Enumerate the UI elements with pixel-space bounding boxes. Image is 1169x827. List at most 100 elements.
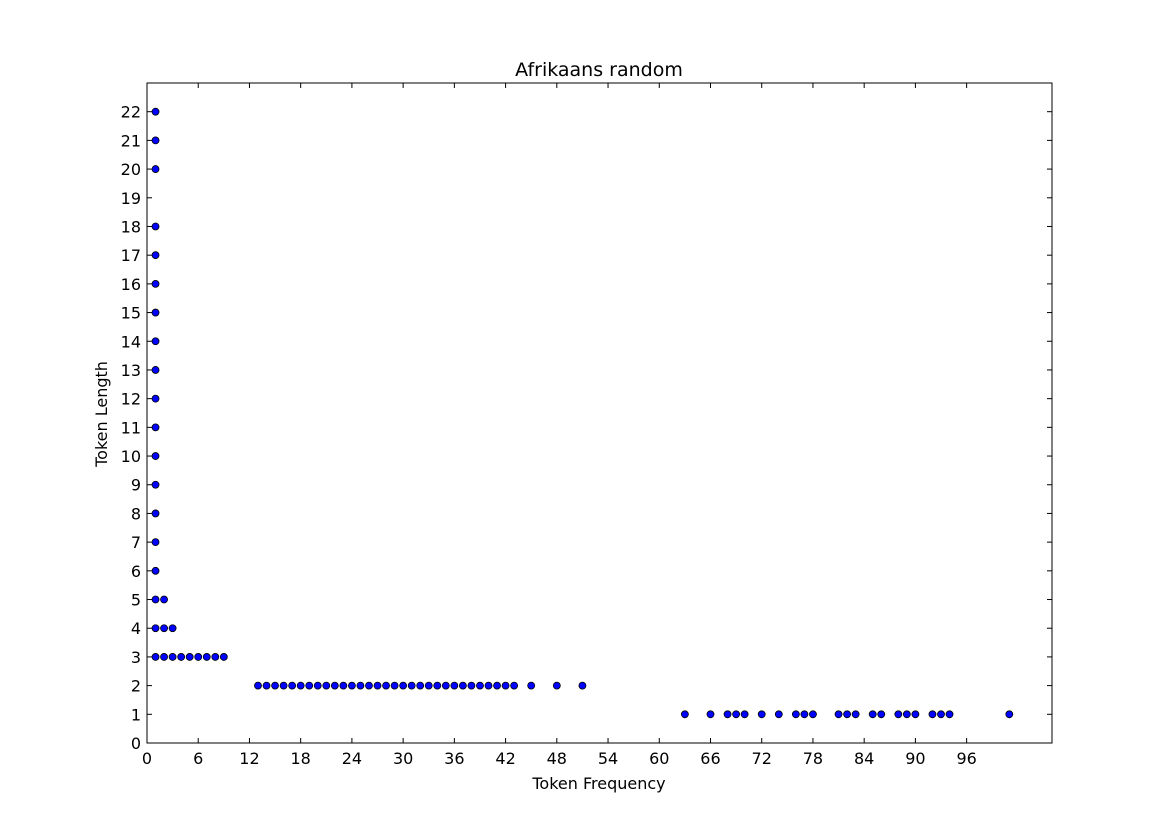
data-point — [937, 710, 945, 719]
data-point — [945, 710, 954, 719]
data-point — [868, 710, 877, 719]
data-point — [578, 681, 587, 690]
data-point — [484, 681, 493, 690]
x-tick-label: 24 — [342, 749, 362, 768]
data-point — [706, 710, 715, 719]
data-point — [407, 681, 416, 690]
y-tick-label: 13 — [121, 361, 141, 380]
x-tick-label: 42 — [495, 749, 515, 768]
data-point — [373, 681, 382, 690]
data-point — [433, 681, 442, 690]
x-tick-label: 72 — [752, 749, 772, 768]
y-tick-label: 9 — [131, 476, 141, 495]
data-point — [791, 710, 800, 719]
data-point — [151, 366, 160, 374]
data-point — [510, 681, 519, 690]
data-point — [160, 653, 168, 661]
y-tick-label: 5 — [131, 591, 141, 610]
data-point — [151, 308, 160, 317]
data-point — [843, 710, 851, 719]
data-point — [254, 681, 262, 690]
data-point — [851, 710, 860, 719]
data-point — [1005, 710, 1014, 719]
data-point — [168, 624, 177, 633]
data-point — [467, 681, 476, 690]
y-tick-label: 20 — [121, 160, 141, 179]
data-point — [501, 681, 510, 690]
data-point — [441, 681, 450, 690]
data-point — [740, 710, 749, 719]
y-tick-label: 22 — [121, 103, 141, 122]
x-tick-label: 96 — [956, 749, 976, 768]
y-tick-label: 14 — [121, 332, 141, 351]
data-point — [382, 681, 390, 690]
x-tick-label: 0 — [142, 749, 152, 768]
data-point — [809, 710, 817, 719]
data-point — [151, 279, 160, 288]
data-point — [424, 681, 433, 690]
data-point — [151, 423, 160, 432]
data-point — [902, 710, 911, 719]
y-axis-title: Token Length — [92, 361, 111, 468]
data-point — [151, 595, 160, 604]
y-tick-label: 2 — [131, 677, 141, 696]
data-point — [185, 653, 194, 661]
data-point — [151, 165, 160, 173]
plot-area — [151, 107, 1014, 719]
data-point — [365, 681, 373, 690]
x-tick-label: 60 — [649, 749, 669, 768]
x-tick-label: 66 — [700, 749, 720, 768]
data-point — [313, 681, 322, 690]
data-point — [151, 480, 160, 489]
x-tick-label: 90 — [905, 749, 925, 768]
x-tick-label: 48 — [547, 749, 567, 768]
data-point — [151, 566, 160, 575]
y-tick-label: 17 — [121, 246, 141, 265]
data-point — [279, 681, 288, 690]
plot-frame — [146, 82, 1053, 744]
data-point — [450, 681, 459, 690]
y-tick-label: 0 — [131, 734, 141, 753]
data-point — [151, 624, 160, 633]
data-point — [774, 710, 783, 719]
data-point — [151, 394, 160, 403]
data-point — [552, 681, 561, 690]
data-point — [757, 710, 766, 719]
data-point — [296, 681, 305, 690]
data-point — [732, 710, 741, 719]
y-tick-label: 4 — [131, 619, 141, 638]
data-point — [219, 653, 228, 661]
x-tick-label: 54 — [598, 749, 618, 768]
data-point — [723, 710, 732, 719]
y-tick-label: 21 — [121, 131, 141, 150]
data-point — [800, 710, 809, 719]
data-point — [305, 681, 314, 690]
data-point — [177, 653, 186, 661]
data-point — [151, 136, 160, 145]
x-tick-label: 30 — [393, 749, 413, 768]
x-tick-label: 18 — [290, 749, 310, 768]
data-point — [911, 710, 920, 719]
data-point — [330, 681, 339, 690]
data-point — [151, 107, 160, 116]
data-point — [160, 595, 168, 604]
data-point — [834, 710, 843, 719]
data-point — [476, 681, 484, 690]
data-point — [399, 681, 408, 690]
data-point — [202, 653, 211, 661]
data-point — [322, 681, 331, 690]
data-point — [877, 710, 886, 719]
y-tick-label: 16 — [121, 275, 141, 294]
data-point — [151, 222, 160, 231]
data-point — [894, 710, 903, 719]
chart-title: Afrikaans random — [515, 59, 683, 81]
data-point — [416, 681, 425, 690]
data-point — [168, 653, 177, 661]
x-axis: 0 6 12 18 24 30 36 42 48 54 60 66 72 78 84 90 96 — [142, 83, 977, 768]
y-tick-label: 1 — [131, 705, 141, 724]
y-tick-label: 11 — [121, 418, 141, 437]
data-point — [151, 251, 160, 260]
data-point — [339, 681, 348, 690]
data-point — [262, 681, 271, 690]
